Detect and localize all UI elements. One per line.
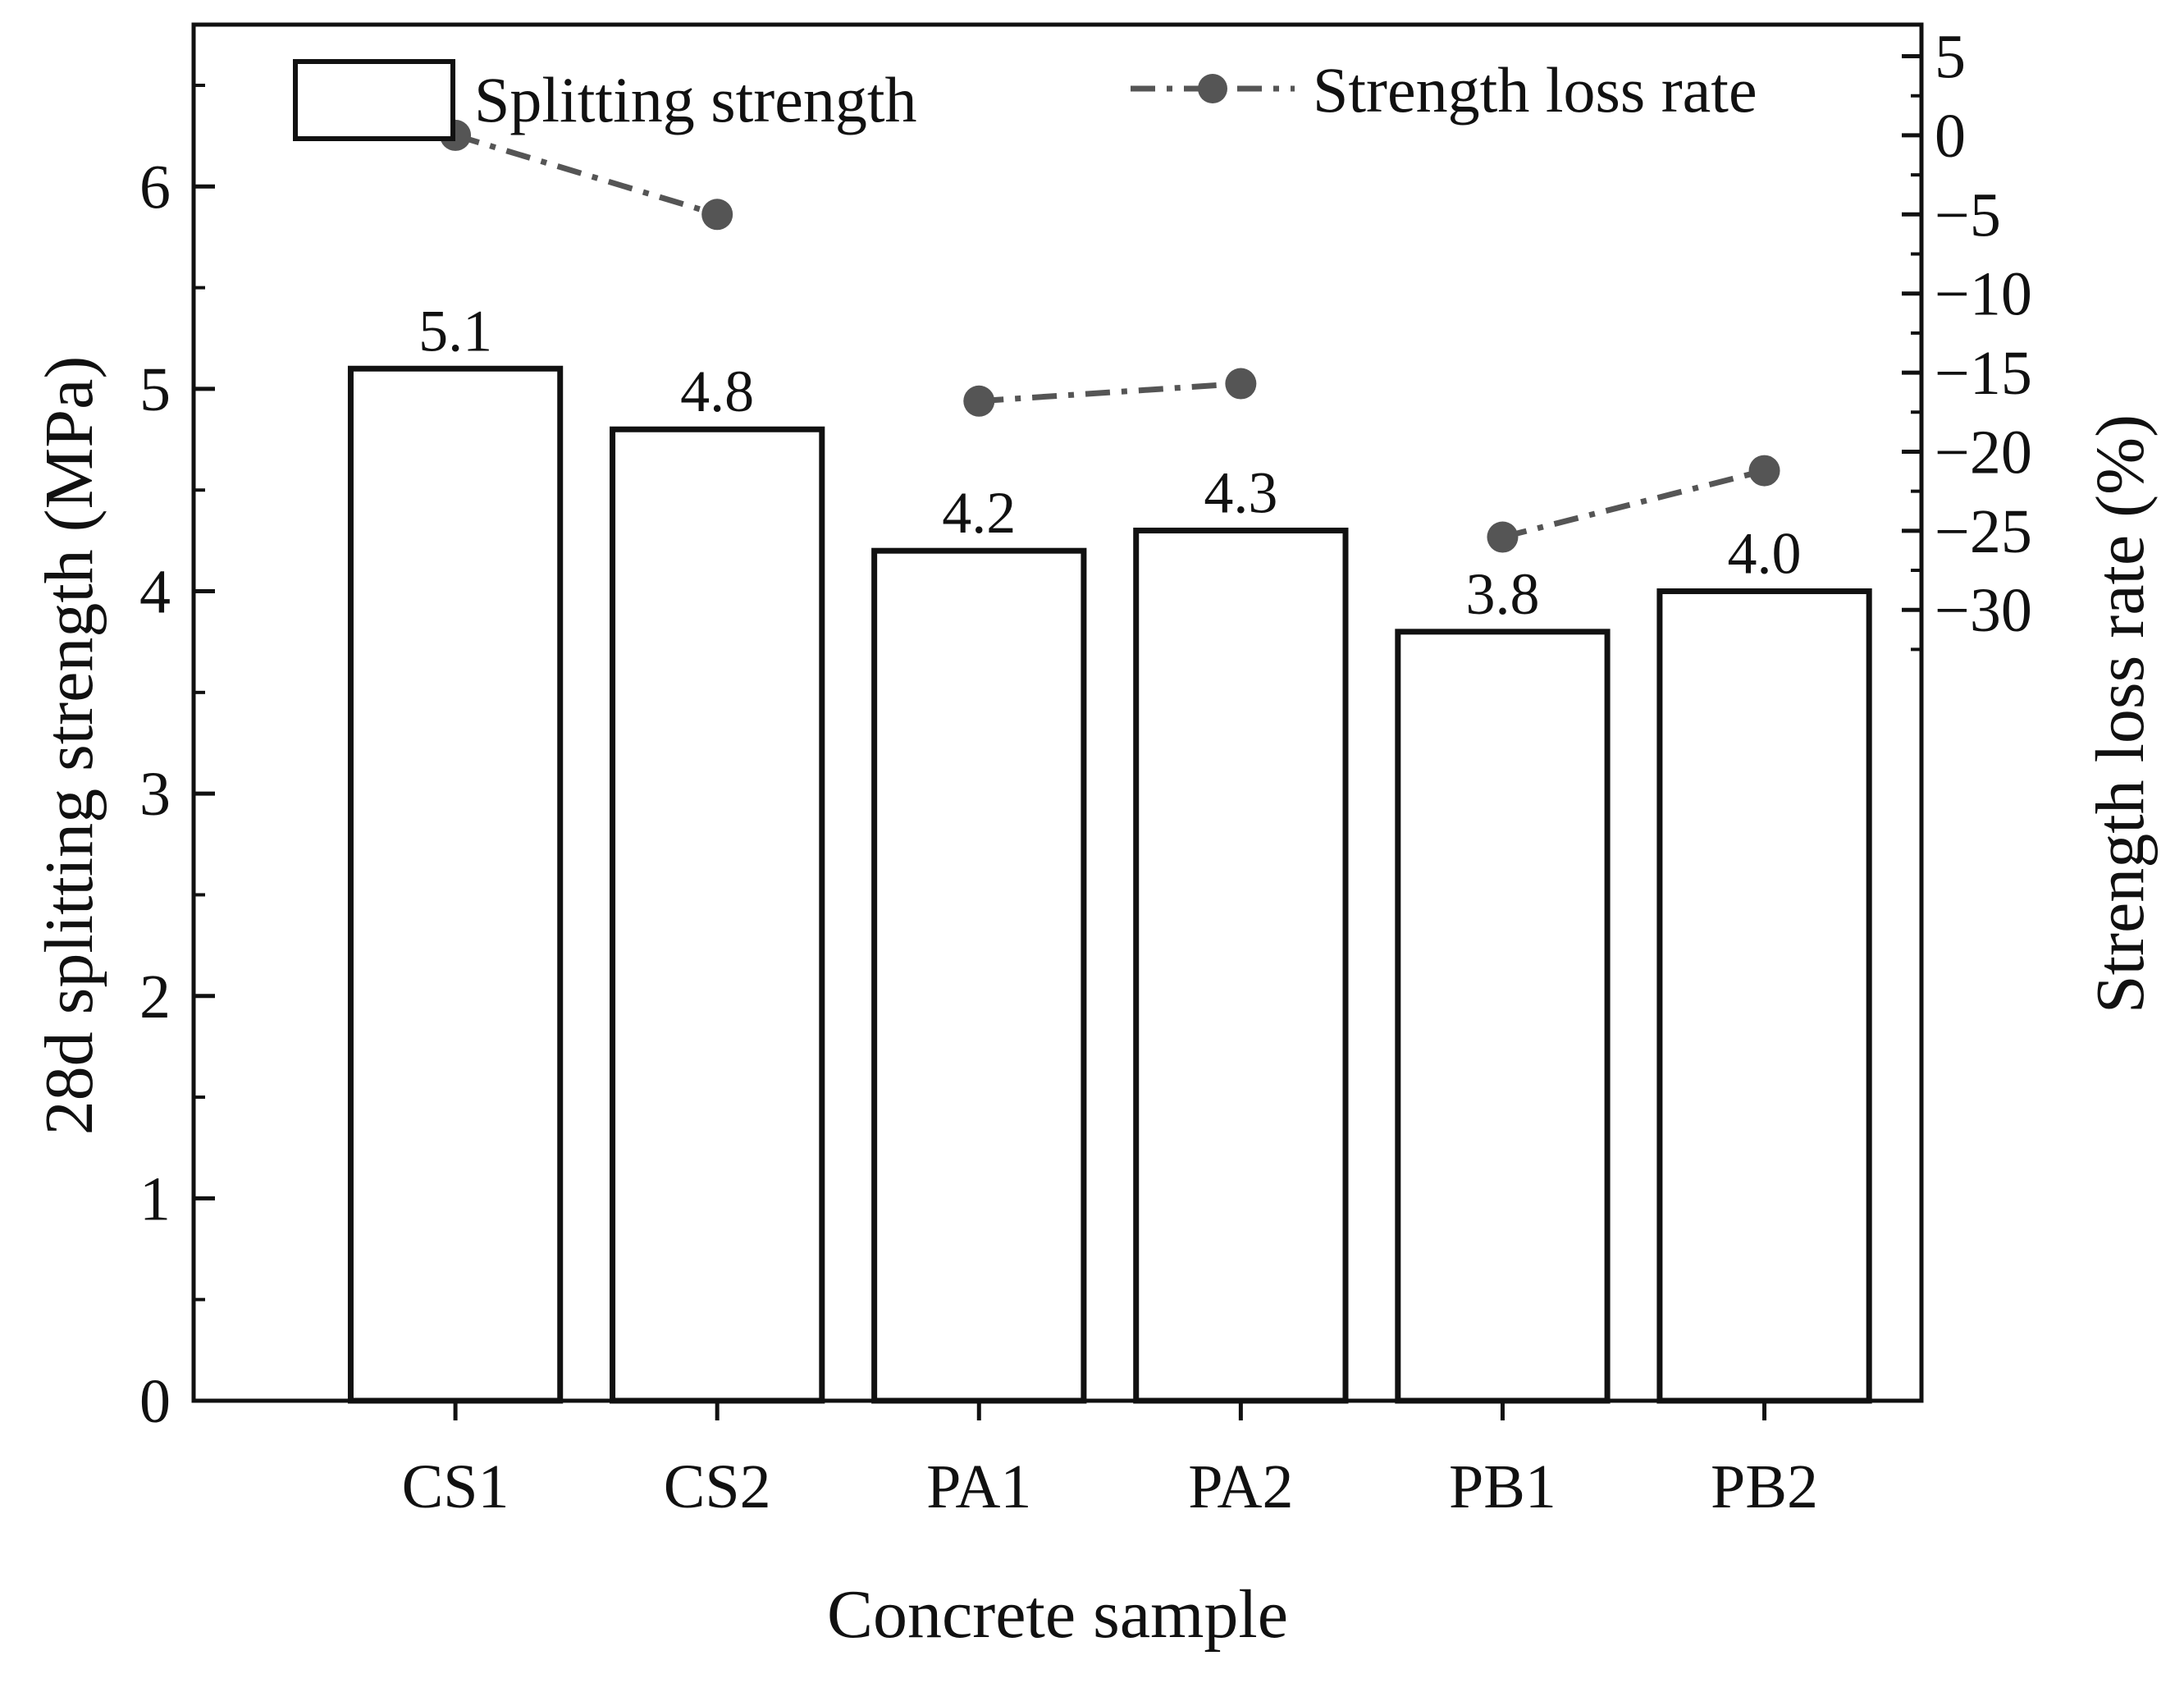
x-tick-label-pb2: PB2 bbox=[1711, 1452, 1818, 1521]
bar-value-label-pa2: 4.3 bbox=[1204, 460, 1277, 526]
x-tick-label-cs2: CS2 bbox=[664, 1452, 771, 1521]
left-y-axis-title: 28d splitting strength (MPa) bbox=[31, 356, 107, 1136]
x-axis: CS1 CS2 PA1 PA2 PB1 PB2 bbox=[402, 1401, 1818, 1521]
right-tick-label: 5 bbox=[1935, 23, 1966, 92]
bar-pa2 bbox=[1133, 528, 1349, 1404]
right-tick-label: −15 bbox=[1935, 339, 2032, 408]
left-tick-label: 6 bbox=[139, 153, 171, 222]
left-tick-label: 1 bbox=[139, 1164, 171, 1233]
loss-rate-point-pb1 bbox=[1487, 521, 1519, 553]
right-tick-label: 0 bbox=[1935, 102, 1966, 171]
left-y-axis: 0 1 2 3 4 5 6 bbox=[139, 83, 215, 1436]
bar-value-label-pb1: 3.8 bbox=[1465, 561, 1539, 627]
legend-line-label: Strength loss rate bbox=[1313, 54, 1757, 126]
loss-rate-segment-2 bbox=[979, 381, 1241, 405]
right-tick-label: −30 bbox=[1935, 576, 2032, 645]
x-tick-label-cs1: CS1 bbox=[402, 1452, 509, 1521]
x-tick-label-pa2: PA2 bbox=[1188, 1452, 1293, 1521]
loss-rate-point-pa2 bbox=[1225, 368, 1257, 400]
loss-rate-segment-3 bbox=[1501, 468, 1766, 540]
loss-rate-point-pb2 bbox=[1748, 455, 1780, 487]
bar-pa1 bbox=[871, 547, 1087, 1404]
bar-labels-layer: 5.1 4.8 4.2 4.3 3.8 4.0 bbox=[418, 298, 1801, 627]
left-tick-label: 5 bbox=[139, 355, 171, 424]
left-tick-label: 3 bbox=[139, 760, 171, 829]
loss-rate-point-pa1 bbox=[963, 385, 995, 417]
loss-rate-segment-1 bbox=[455, 132, 719, 217]
bar-pb2 bbox=[1656, 588, 1872, 1404]
legend: Splitting strength Strength loss rate bbox=[293, 54, 1757, 141]
loss-rate-point-cs2 bbox=[701, 199, 733, 231]
right-tick-label: −5 bbox=[1935, 181, 2001, 249]
bar-value-label-cs2: 4.8 bbox=[680, 359, 754, 424]
left-tick-label: 2 bbox=[139, 963, 171, 1031]
x-tick-label-pb1: PB1 bbox=[1449, 1452, 1556, 1521]
x-tick-label-pa1: PA1 bbox=[926, 1452, 1031, 1521]
loss-rate-line-layer bbox=[440, 119, 1780, 553]
bar-value-label-pb2: 4.0 bbox=[1728, 521, 1802, 587]
bar-value-label-cs1: 5.1 bbox=[418, 298, 492, 364]
legend-bar-label: Splitting strength bbox=[474, 64, 917, 135]
right-tick-label: −20 bbox=[1935, 418, 2032, 487]
right-tick-label: −25 bbox=[1935, 497, 2032, 566]
bar-cs2 bbox=[610, 426, 825, 1404]
right-tick-label: −10 bbox=[1935, 260, 2032, 329]
legend-bar-swatch bbox=[293, 59, 455, 141]
x-axis-title: Concrete sample bbox=[827, 1576, 1288, 1653]
left-tick-label: 4 bbox=[139, 558, 171, 627]
right-y-axis-title: Strength loss rate (%) bbox=[2082, 414, 2159, 1013]
bars-layer bbox=[347, 365, 1872, 1404]
bar-pb1 bbox=[1395, 629, 1611, 1404]
bar-cs1 bbox=[347, 365, 564, 1404]
left-tick-label: 0 bbox=[139, 1367, 171, 1436]
legend-line-marker bbox=[1198, 74, 1227, 103]
bar-value-label-pa1: 4.2 bbox=[942, 480, 1016, 546]
plot-area-frame bbox=[191, 22, 1924, 1403]
right-y-axis: 5 0 −5 −10 −15 −20 −25 −30 bbox=[1902, 23, 2032, 652]
